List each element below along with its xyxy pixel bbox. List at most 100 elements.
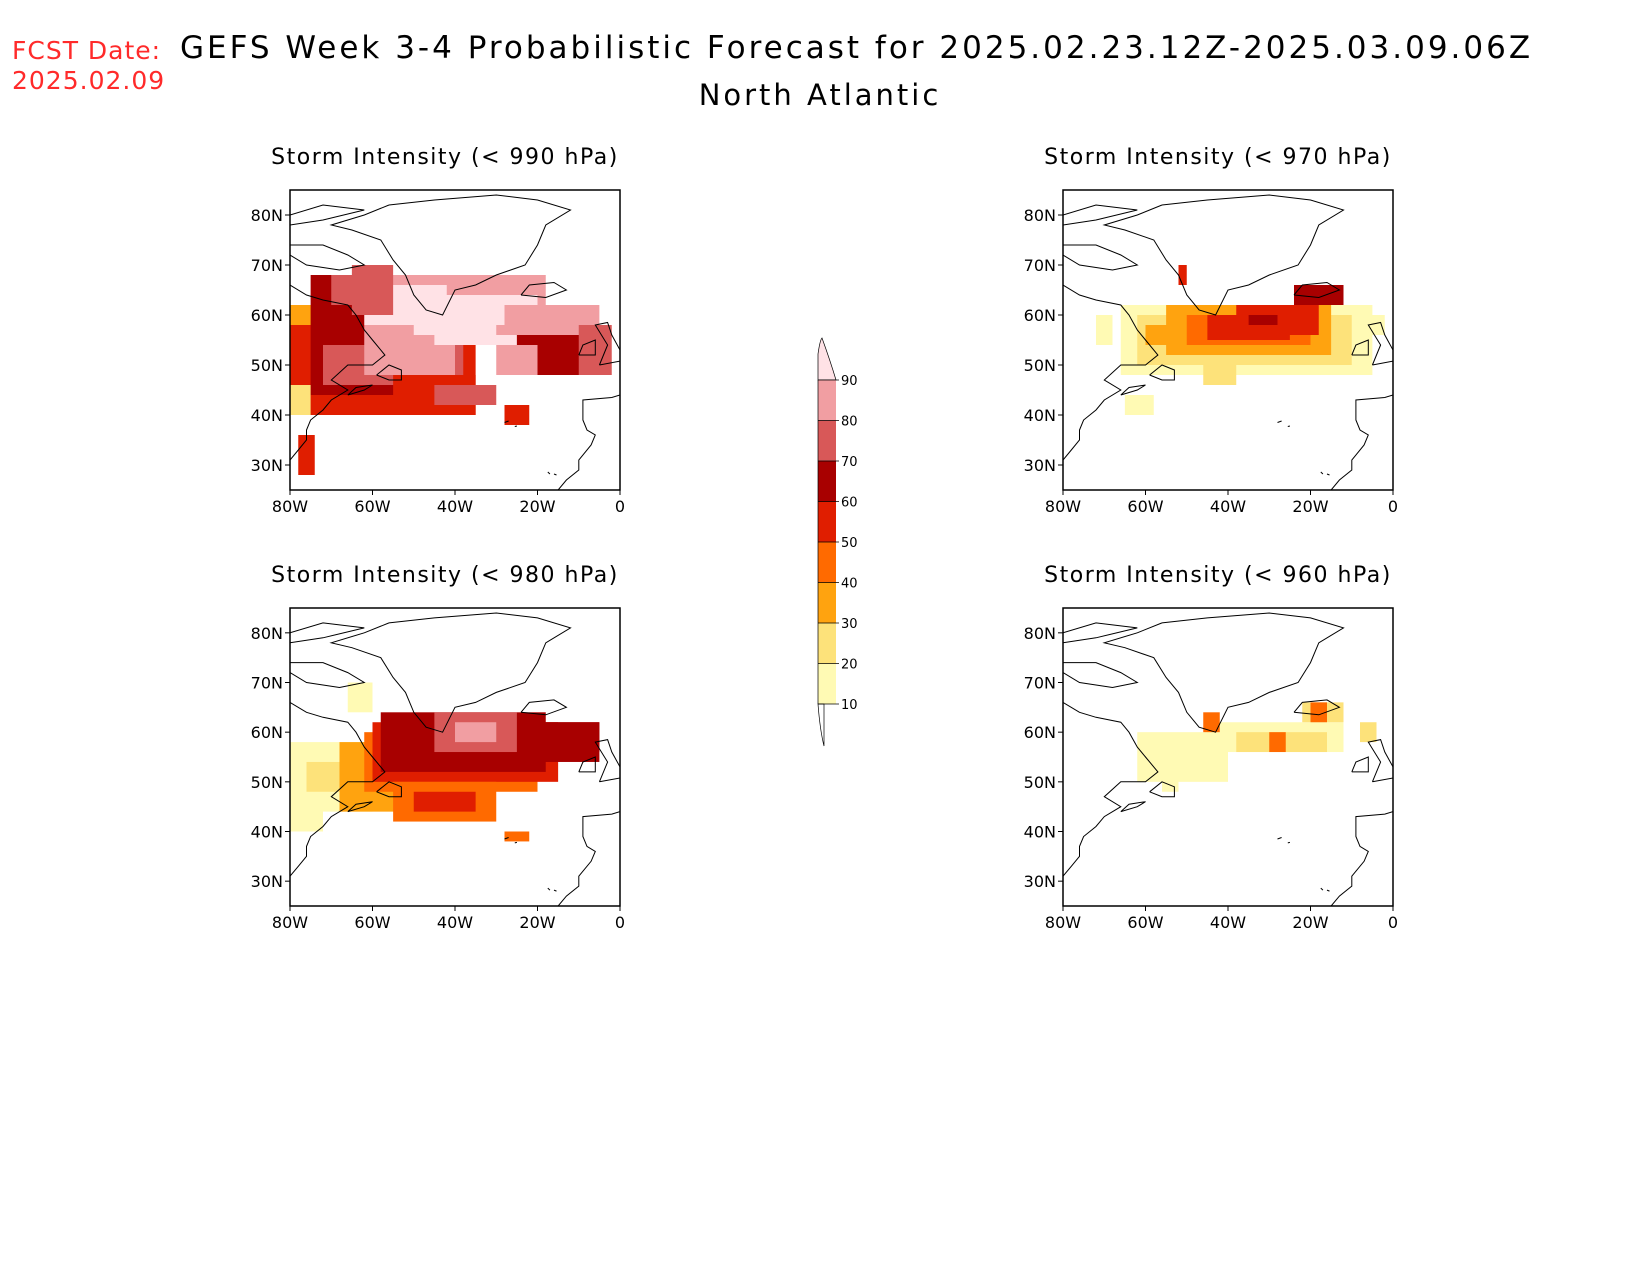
lon-tick-label: 60W bbox=[354, 497, 390, 516]
colorbar-swatch bbox=[818, 380, 836, 421]
coastline-segment bbox=[1102, 194, 1345, 316]
probability-cell bbox=[1294, 285, 1344, 305]
coastline-segment bbox=[290, 284, 386, 461]
map-panel-p960: Storm Intensity (< 960 hPa) 80N 70N 60N 50N 4… bbox=[1024, 563, 1398, 932]
coastline-segment bbox=[1063, 204, 1138, 226]
panel-title: Storm Intensity (< 970 hPa) bbox=[1044, 145, 1392, 170]
coastline-segment bbox=[290, 701, 386, 877]
coastline-segment bbox=[520, 699, 568, 716]
coastline-segment bbox=[347, 801, 373, 813]
colorbar-swatch bbox=[818, 542, 836, 583]
colorbar-swatch bbox=[818, 582, 836, 623]
coastline-segment bbox=[1367, 321, 1393, 366]
colorbar-label: 50 bbox=[841, 536, 858, 551]
coastline-segment bbox=[1120, 384, 1146, 396]
coastline-segment bbox=[290, 662, 366, 689]
coastline-segment bbox=[290, 622, 365, 644]
coastline-segment bbox=[1367, 739, 1393, 783]
probability-cell bbox=[347, 682, 373, 713]
lon-tick-label: 0 bbox=[1388, 497, 1398, 516]
coastline-segment bbox=[594, 321, 620, 366]
lat-tick-label: 40N bbox=[251, 406, 283, 425]
lon-tick-label: 20W bbox=[519, 497, 555, 516]
lat-tick-label: 30N bbox=[1024, 456, 1056, 475]
fcst-date-caption: FCST Date: bbox=[12, 36, 162, 65]
coastline-segment bbox=[1063, 662, 1139, 689]
colorbar-swatch bbox=[818, 623, 836, 664]
lat-tick-label: 80N bbox=[251, 206, 283, 225]
probability-cell bbox=[290, 801, 323, 832]
lat-tick-label: 80N bbox=[1024, 206, 1056, 225]
page-title: GEFS Week 3-4 Probabilistic Forecast for… bbox=[180, 30, 1534, 66]
lon-tick-label: 80W bbox=[1045, 913, 1081, 932]
panel-title: Storm Intensity (< 960 hPa) bbox=[1044, 563, 1392, 588]
lat-tick-label: 80N bbox=[251, 624, 283, 643]
coastline bbox=[290, 612, 620, 906]
colorbar-label: 90 bbox=[841, 374, 858, 389]
probability-cell bbox=[298, 435, 315, 475]
probability-cell bbox=[496, 345, 538, 375]
coastline-segment bbox=[578, 339, 596, 356]
coastline-segment bbox=[1351, 756, 1369, 773]
probability-cell bbox=[504, 405, 530, 425]
coastline-segment bbox=[1326, 473, 1330, 476]
colorbar-cap-bottom bbox=[817, 703, 825, 747]
lat-tick-label: 70N bbox=[1024, 674, 1056, 693]
map-panel-p990: Storm Intensity (< 990 hPa) 80N 70N 60N 50N 4… bbox=[251, 145, 625, 516]
lon-tick-label: 60W bbox=[354, 913, 390, 932]
probability-cell bbox=[463, 295, 505, 325]
coastline-segment bbox=[547, 887, 551, 891]
colorbar-cap-top bbox=[817, 337, 837, 381]
lon-tick-label: 40W bbox=[1210, 497, 1246, 516]
coastline-segment bbox=[1330, 811, 1393, 906]
lat-tick-label: 60N bbox=[1024, 306, 1056, 325]
lat-tick-label: 30N bbox=[1024, 872, 1056, 891]
coastline-segment bbox=[1063, 284, 1159, 461]
coastline-segment bbox=[594, 739, 620, 783]
colorbar-label: 30 bbox=[841, 617, 858, 632]
coastline-segment bbox=[547, 471, 551, 475]
probability-field bbox=[290, 682, 600, 842]
lat-tick-label: 50N bbox=[251, 356, 283, 375]
probability-cell bbox=[1360, 315, 1385, 335]
probability-cell bbox=[1203, 712, 1220, 733]
map-panel-p980: Storm Intensity (< 980 hPa) 80N 70N 60N 50N 4… bbox=[251, 563, 625, 932]
lat-tick-label: 30N bbox=[251, 456, 283, 475]
coastline-segment bbox=[1330, 394, 1393, 490]
map-panel-p970: Storm Intensity (< 970 hPa) 80N 70N 60N 50N 4… bbox=[1024, 145, 1398, 516]
probability-cell bbox=[455, 722, 497, 743]
coastline-segment bbox=[1063, 622, 1138, 644]
lat-tick-label: 30N bbox=[251, 872, 283, 891]
coastline-segment bbox=[290, 244, 366, 271]
probability-cell bbox=[1162, 761, 1179, 792]
lon-tick-label: 80W bbox=[272, 913, 308, 932]
lat-tick-label: 60N bbox=[251, 723, 283, 742]
probability-cell bbox=[351, 265, 394, 315]
lat-tick-label: 60N bbox=[1024, 723, 1056, 742]
panel-title: Storm Intensity (< 980 hPa) bbox=[271, 563, 619, 588]
probability-field bbox=[290, 265, 612, 475]
probability-cell bbox=[1124, 395, 1154, 415]
probability-cell bbox=[1360, 722, 1377, 743]
lat-tick-label: 40N bbox=[1024, 823, 1056, 842]
coastline-segment bbox=[376, 364, 402, 381]
panel-title: Storm Intensity (< 990 hPa) bbox=[271, 145, 619, 170]
lat-tick-label: 40N bbox=[251, 823, 283, 842]
coastline-segment bbox=[514, 841, 518, 844]
colorbar-swatch bbox=[818, 663, 836, 704]
coastline-segment bbox=[1326, 889, 1330, 892]
coastline-segment bbox=[553, 473, 557, 476]
coastline-segment bbox=[1277, 837, 1282, 840]
lon-tick-label: 0 bbox=[615, 497, 625, 516]
lon-tick-label: 20W bbox=[1292, 913, 1328, 932]
probability-field bbox=[1137, 702, 1377, 792]
probability-cell bbox=[537, 722, 600, 753]
lat-tick-label: 40N bbox=[1024, 406, 1056, 425]
colorbar-swatch bbox=[818, 420, 836, 461]
coastline-segment bbox=[1277, 420, 1282, 423]
lon-tick-label: 80W bbox=[272, 497, 308, 516]
colorbar: 90 80 70 60 50 40 30 20 10 bbox=[817, 337, 858, 747]
colorbar-swatch bbox=[818, 461, 836, 502]
coastline bbox=[1063, 612, 1393, 906]
